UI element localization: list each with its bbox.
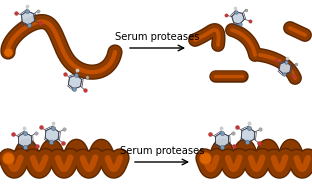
Polygon shape — [45, 128, 59, 143]
Text: Serum proteases: Serum proteases — [120, 146, 204, 156]
Polygon shape — [241, 128, 255, 143]
Text: Serum proteases: Serum proteases — [115, 32, 199, 42]
Polygon shape — [215, 132, 229, 147]
Polygon shape — [279, 62, 291, 74]
Polygon shape — [22, 11, 35, 25]
Polygon shape — [18, 132, 32, 147]
Polygon shape — [232, 12, 244, 24]
Polygon shape — [68, 75, 82, 89]
